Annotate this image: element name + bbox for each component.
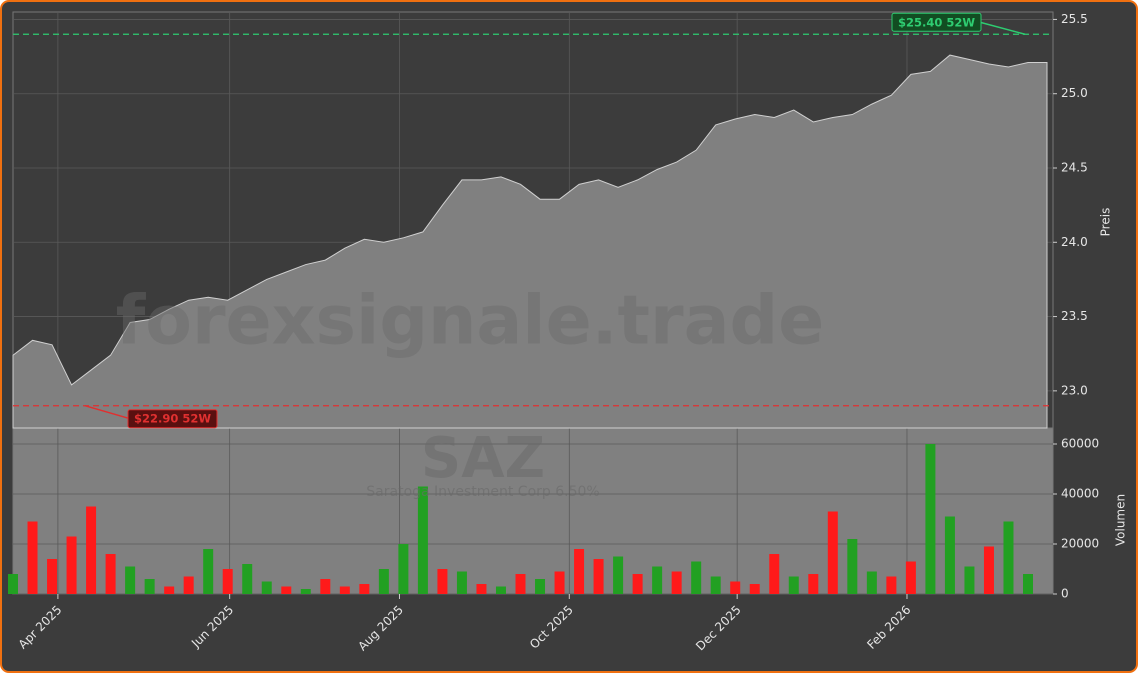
volume-bar	[339, 586, 350, 594]
volume-bar	[105, 554, 116, 594]
volume-bar	[417, 486, 428, 594]
volume-bar	[827, 511, 838, 594]
volume-bar	[300, 589, 311, 594]
price-area	[12, 54, 1048, 429]
subtitle-watermark: Saratoga Investment Corp 6.50%	[366, 484, 599, 500]
volume-bar	[66, 536, 77, 594]
volume-bar	[1003, 521, 1014, 594]
volume-bar	[691, 561, 702, 594]
volume-bar	[788, 576, 799, 594]
volume-bar	[86, 506, 97, 594]
volume-bar	[125, 566, 136, 594]
volume-bar	[710, 576, 721, 594]
volume-bar	[886, 576, 897, 594]
y-axis-label: Volumen	[1114, 494, 1128, 546]
y-tick-label: 20000	[1061, 537, 1099, 551]
y-tick-label: 60000	[1061, 437, 1099, 451]
volume-bar	[535, 579, 546, 594]
volume-bar	[183, 576, 194, 594]
volume-bar	[652, 566, 663, 594]
volume-bar	[437, 569, 448, 594]
volume-bar	[574, 549, 585, 594]
volume-bar	[671, 571, 682, 594]
y-tick-label: 24.0	[1061, 235, 1088, 249]
volume-bar	[866, 571, 877, 594]
volume-bar	[925, 444, 936, 594]
volume-bar	[983, 546, 994, 594]
volume-bar	[261, 581, 272, 594]
y-tick-label: 25.5	[1061, 12, 1088, 26]
y-tick-label: 0	[1061, 587, 1069, 601]
volume-bar	[632, 574, 643, 594]
volume-bar	[944, 516, 955, 594]
volume-bar	[27, 521, 38, 594]
volume-bar	[1023, 574, 1033, 594]
volume-bar	[242, 564, 253, 594]
annotation-label: $25.40 52W	[898, 15, 975, 29]
volume-bar	[593, 559, 604, 594]
volume-bar	[398, 544, 409, 594]
volume-bar	[320, 579, 331, 594]
volume-bar	[769, 554, 780, 594]
volume-bar	[456, 571, 467, 594]
volume-bar	[476, 584, 487, 594]
volume-bar	[554, 571, 565, 594]
volume-bar	[281, 586, 292, 594]
volume-bar	[808, 574, 819, 594]
ticker-watermark: SAZ	[421, 426, 545, 491]
volume-bar	[905, 561, 916, 594]
y-tick-label: 23.5	[1061, 309, 1088, 323]
y-tick-label: 25.0	[1061, 86, 1088, 100]
volume-bar	[847, 539, 858, 594]
volume-bar	[8, 574, 18, 594]
volume-bar	[964, 566, 975, 594]
annotation-box	[891, 12, 982, 32]
y-tick-label: 23.0	[1061, 383, 1088, 397]
annotation-box	[127, 409, 218, 429]
volume-bar	[47, 559, 58, 594]
volume-bar	[222, 569, 233, 594]
volume-bar	[203, 549, 214, 594]
watermark: forexsignale.trade	[116, 282, 825, 361]
volume-bar	[359, 584, 370, 594]
y-tick-label: 40000	[1061, 487, 1099, 501]
annotation-label: $22.90 52W	[134, 412, 211, 426]
volume-bar	[730, 581, 741, 594]
volume-bar	[749, 584, 760, 594]
volume-bar	[378, 569, 389, 594]
volume-bar	[164, 586, 175, 594]
volume-bar	[613, 556, 624, 594]
volume-bar	[144, 579, 155, 594]
annotation-arrow	[84, 404, 131, 420]
volume-bar	[515, 574, 526, 594]
y-axis-label: Preis	[1099, 208, 1113, 237]
volume-bar	[495, 586, 506, 594]
annotation-arrow	[979, 21, 1026, 36]
y-tick-label: 24.5	[1061, 161, 1088, 175]
